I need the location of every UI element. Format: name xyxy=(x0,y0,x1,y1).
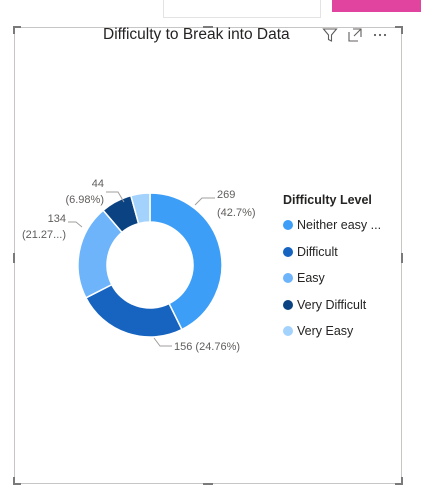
chart-title: Difficulty to Break into Data xyxy=(103,26,290,43)
legend-dot xyxy=(283,299,293,310)
leader-line-neither xyxy=(194,197,215,206)
top-input-box[interactable] xyxy=(163,0,321,18)
data-label-easy-line2: (21.27...) xyxy=(22,229,66,241)
donut-slice-very-easy[interactable] xyxy=(129,192,151,225)
leader-line-difficult xyxy=(153,337,172,347)
resize-handle-top-right[interactable] xyxy=(395,26,403,34)
data-label-easy-line1: 134 xyxy=(48,213,66,225)
legend-item-difficult[interactable]: Difficult xyxy=(283,239,381,266)
resize-handle-left[interactable] xyxy=(13,253,15,263)
resize-handle-bottom-right[interactable] xyxy=(395,477,403,485)
resize-handle-bottom[interactable] xyxy=(203,483,213,485)
more-options-icon[interactable] xyxy=(372,27,388,43)
top-accent-bar xyxy=(332,0,421,12)
legend-label: Difficult xyxy=(297,244,338,259)
legend-label: Very Difficult xyxy=(297,297,367,312)
resize-handle-top-left[interactable] xyxy=(13,26,21,34)
resize-handle-top[interactable] xyxy=(203,26,213,28)
visual-header-icons xyxy=(322,27,388,43)
data-label-difficult: 156 (24.76%) xyxy=(174,341,240,353)
donut-slice-difficult[interactable] xyxy=(84,283,183,338)
legend-label: Very Easy xyxy=(297,324,354,339)
legend-item-easy[interactable]: Easy xyxy=(283,265,381,292)
visual-container[interactable] xyxy=(13,26,403,485)
resize-handle-bottom-left[interactable] xyxy=(13,477,21,485)
chart-legend: Difficulty Level Neither easy ... Diffic… xyxy=(283,193,381,345)
legend-label: Neither easy ... xyxy=(297,218,382,233)
legend-dot xyxy=(283,220,293,231)
legend-title: Difficulty Level xyxy=(283,193,372,207)
data-label-neither-line1: 269 xyxy=(217,189,235,201)
legend-dot xyxy=(283,246,293,257)
legend-label: Easy xyxy=(297,271,325,286)
data-label-neither-line2: (42.7%) xyxy=(217,207,256,219)
data-label-very-difficult-line1: 44 xyxy=(92,178,104,190)
legend-dot xyxy=(283,273,293,284)
focus-mode-icon[interactable] xyxy=(347,27,363,43)
leader-line-easy xyxy=(68,221,83,228)
data-label-very-difficult-line2: (6.98%) xyxy=(65,194,104,206)
legend-dot xyxy=(283,326,293,337)
donut-slice-neither[interactable] xyxy=(149,192,223,331)
legend-item-neither[interactable]: Neither easy ... xyxy=(283,212,381,239)
leader-line-very-difficult xyxy=(106,191,125,203)
legend-item-very-difficult[interactable]: Very Difficult xyxy=(283,292,381,319)
resize-handle-right[interactable] xyxy=(401,253,403,263)
legend-item-very-easy[interactable]: Very Easy xyxy=(283,318,381,345)
filter-icon[interactable] xyxy=(322,27,338,43)
